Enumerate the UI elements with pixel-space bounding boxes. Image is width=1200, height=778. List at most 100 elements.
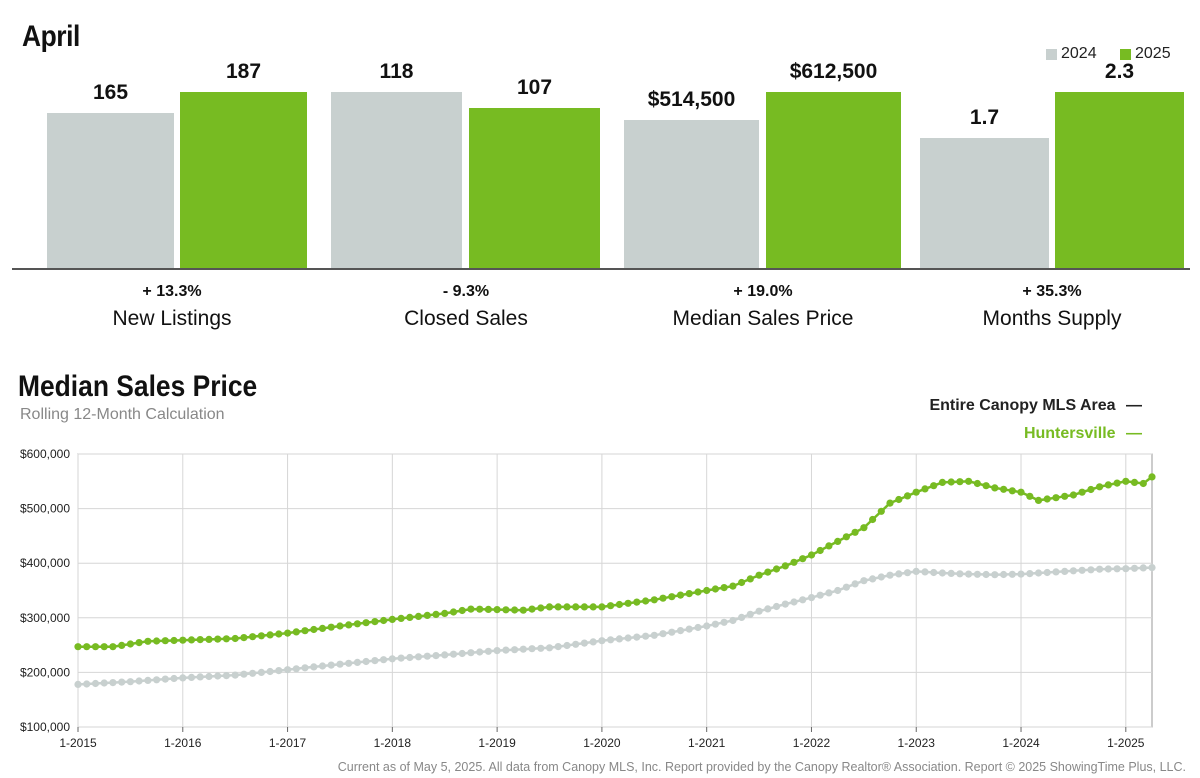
series-0-point-87 bbox=[834, 586, 842, 595]
y-tick-label-4: $500,000 bbox=[20, 502, 70, 516]
legend-label-2024: 2024 bbox=[1061, 45, 1097, 62]
series-0-point-85 bbox=[816, 591, 824, 599]
series-1-point-56 bbox=[563, 603, 571, 611]
series-0-point-43 bbox=[449, 650, 458, 658]
series-0-point-23 bbox=[275, 667, 283, 675]
series-0-point-61 bbox=[607, 636, 615, 644]
series-1-point-38 bbox=[406, 613, 414, 621]
series-0-point-30 bbox=[336, 660, 344, 668]
series-0-point-119 bbox=[1113, 565, 1121, 573]
series-0-point-102 bbox=[965, 570, 973, 578]
series-0-point-71 bbox=[694, 623, 702, 632]
bar-label-2024-3: 1.7 bbox=[969, 105, 1000, 129]
series-0-point-58 bbox=[580, 639, 589, 647]
series-0-point-94 bbox=[895, 570, 903, 578]
series-1-point-16 bbox=[214, 635, 222, 643]
series-1-point-121 bbox=[1130, 478, 1139, 486]
series-0-point-109 bbox=[1026, 570, 1034, 578]
series-1-point-7 bbox=[135, 639, 143, 647]
series-0-point-18 bbox=[231, 671, 239, 679]
series-1-point-19 bbox=[240, 634, 248, 642]
metric-name-0: New Listings bbox=[112, 307, 232, 330]
series-0-point-55 bbox=[554, 643, 562, 651]
y-tick-label-5: $600,000 bbox=[20, 447, 70, 461]
series-0-point-54 bbox=[545, 644, 554, 652]
series-1-point-51 bbox=[519, 606, 527, 614]
x-tick-label-7: 1-2022 bbox=[793, 736, 831, 750]
series-0-point-31 bbox=[345, 659, 353, 667]
series-1-point-78 bbox=[755, 571, 763, 579]
series-0-point-67 bbox=[659, 630, 667, 638]
series-0-point-38 bbox=[406, 653, 414, 662]
series-1-point-72 bbox=[703, 586, 711, 595]
series-0-point-21 bbox=[257, 668, 265, 676]
series-0-point-12 bbox=[179, 674, 187, 682]
series-0-point-2 bbox=[91, 679, 100, 688]
series-0-point-86 bbox=[825, 589, 833, 597]
series-0-point-5 bbox=[118, 678, 126, 686]
y-tick-label-2: $300,000 bbox=[20, 611, 70, 625]
series-1-point-11 bbox=[170, 636, 178, 645]
series-1-point-98 bbox=[930, 482, 938, 490]
legend-huntersville-marker: — bbox=[1126, 425, 1142, 442]
x-tick-label-3: 1-2018 bbox=[374, 736, 412, 750]
series-0-point-46 bbox=[476, 648, 484, 656]
series-1-point-45 bbox=[467, 605, 475, 613]
series-0-point-28 bbox=[318, 662, 327, 670]
series-0-point-118 bbox=[1104, 565, 1112, 573]
series-1-point-105 bbox=[991, 484, 999, 492]
legend-item-2025: 2025 bbox=[1120, 45, 1171, 63]
series-1-point-15 bbox=[205, 635, 213, 643]
series-0-point-62 bbox=[615, 635, 624, 643]
footer-note: Current as of May 5, 2025. All data from… bbox=[337, 760, 1186, 774]
series-1-point-123 bbox=[1148, 473, 1156, 481]
series-0-point-37 bbox=[397, 654, 405, 662]
series-1-point-0 bbox=[74, 643, 82, 651]
series-0-point-60 bbox=[598, 637, 606, 645]
series-0-point-88 bbox=[842, 583, 851, 591]
series-0-point-25 bbox=[292, 665, 300, 673]
series-1-point-87 bbox=[834, 537, 842, 545]
series-1-point-117 bbox=[1096, 483, 1104, 491]
series-1-point-82 bbox=[790, 558, 798, 566]
series-0-point-73 bbox=[711, 620, 720, 628]
series-1-point-96 bbox=[912, 488, 920, 496]
series-1-point-91 bbox=[869, 515, 877, 524]
series-0-point-105 bbox=[991, 571, 999, 579]
series-0-point-34 bbox=[371, 657, 379, 665]
series-1-point-88 bbox=[842, 533, 851, 541]
series-1-point-14 bbox=[196, 636, 204, 644]
series-0-point-10 bbox=[161, 675, 169, 683]
legend-label-2025: 2025 bbox=[1135, 45, 1171, 62]
series-0-point-63 bbox=[624, 634, 632, 642]
bar-2025-1 bbox=[469, 108, 600, 268]
series-1-point-50 bbox=[510, 606, 519, 614]
change-percent-1: - 9.3% bbox=[442, 283, 490, 300]
series-1-point-36 bbox=[388, 615, 396, 623]
series-1-point-73 bbox=[711, 585, 720, 593]
series-1-point-37 bbox=[397, 614, 405, 622]
series-1-point-97 bbox=[921, 485, 929, 493]
series-0-point-0 bbox=[74, 680, 82, 688]
series-0-point-50 bbox=[510, 646, 519, 654]
series-1-point-44 bbox=[458, 606, 466, 615]
series-0-point-97 bbox=[921, 568, 929, 576]
series-1-point-42 bbox=[441, 609, 449, 617]
series-0-point-52 bbox=[528, 645, 536, 653]
series-1-point-22 bbox=[266, 631, 274, 639]
series-1-point-58 bbox=[580, 603, 589, 611]
line-chart: $100,000 $200,000 $300,000 $400,000 $500,000… bbox=[20, 447, 1156, 750]
series-0-point-44 bbox=[458, 649, 466, 658]
series-1-point-83 bbox=[799, 555, 807, 563]
series-1-point-89 bbox=[851, 528, 859, 536]
series-0-point-33 bbox=[362, 657, 370, 666]
series-0-point-77 bbox=[746, 610, 754, 618]
series-0-point-20 bbox=[249, 669, 257, 677]
series-1-point-43 bbox=[449, 608, 458, 616]
series-1-point-20 bbox=[249, 633, 257, 641]
series-1-point-13 bbox=[187, 636, 196, 644]
series-0-point-36 bbox=[388, 655, 396, 663]
series-0-point-59 bbox=[589, 638, 597, 646]
y-tick-label-3: $400,000 bbox=[20, 556, 70, 570]
series-0-point-75 bbox=[729, 616, 737, 625]
